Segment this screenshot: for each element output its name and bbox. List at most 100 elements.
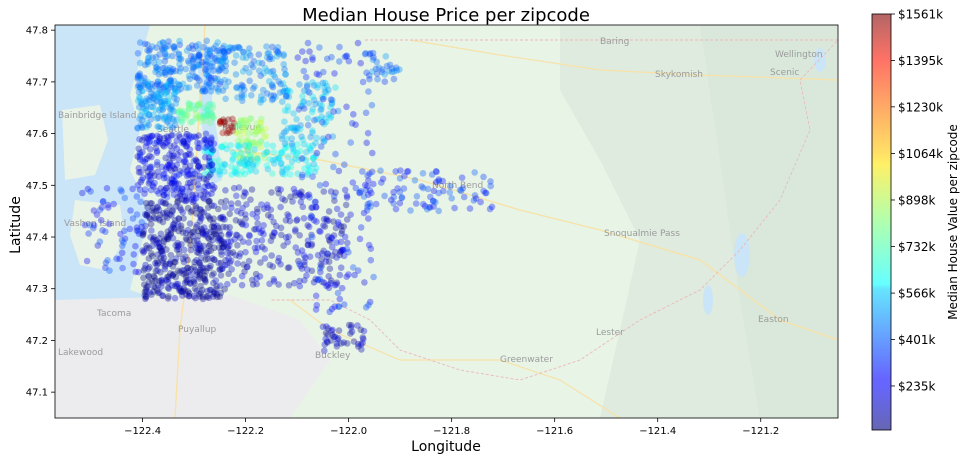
scatter-point bbox=[323, 323, 330, 330]
scatter-point bbox=[446, 189, 454, 196]
scatter-point bbox=[309, 79, 316, 86]
scatter-point bbox=[239, 48, 247, 56]
scatter-point bbox=[191, 73, 199, 80]
scatter-point bbox=[239, 126, 247, 133]
scatter-point bbox=[271, 73, 279, 81]
scatter-point bbox=[396, 175, 404, 182]
scatter-point bbox=[242, 189, 249, 197]
scatter-point bbox=[134, 97, 142, 105]
scatter-point bbox=[138, 123, 146, 130]
scatter-point bbox=[147, 200, 154, 207]
scatter-point bbox=[357, 341, 365, 348]
scatter-point bbox=[155, 173, 162, 180]
scatter-point bbox=[185, 44, 193, 52]
scatter-point bbox=[268, 232, 276, 239]
scatter-point bbox=[143, 283, 150, 291]
scatter-point bbox=[298, 265, 306, 272]
scatter-point bbox=[270, 149, 278, 156]
scatter-point bbox=[183, 196, 190, 204]
scatter-point bbox=[176, 285, 183, 293]
scatter-point bbox=[189, 198, 197, 206]
scatter-point bbox=[334, 107, 342, 115]
scatter-point bbox=[209, 101, 216, 108]
scatter-point bbox=[263, 201, 271, 209]
scatter-point bbox=[305, 169, 312, 176]
scatter-point bbox=[193, 256, 200, 264]
scatter-point bbox=[368, 189, 375, 197]
scatter-point bbox=[221, 76, 228, 84]
scatter-point bbox=[156, 95, 163, 102]
scatter-point bbox=[195, 163, 202, 170]
scatter-point bbox=[200, 264, 207, 272]
scatter-point bbox=[233, 84, 240, 92]
scatter-point bbox=[118, 249, 126, 257]
scatter-point bbox=[199, 87, 206, 95]
scatter-point bbox=[181, 287, 189, 294]
scatter-point bbox=[188, 118, 196, 126]
scatter-point bbox=[129, 215, 137, 222]
scatter-point bbox=[203, 137, 210, 144]
scatter-point bbox=[206, 163, 213, 170]
scatter-point bbox=[179, 80, 187, 88]
scatter-point bbox=[198, 228, 206, 236]
scatter-point bbox=[314, 276, 322, 284]
scatter-point bbox=[208, 52, 215, 60]
scatter-point bbox=[254, 244, 262, 251]
scatter-point bbox=[362, 186, 370, 194]
scatter-point bbox=[230, 184, 238, 192]
scatter-point bbox=[246, 69, 253, 76]
scatter-point bbox=[188, 207, 196, 214]
scatter-point bbox=[219, 87, 227, 94]
scatter-point bbox=[155, 123, 163, 131]
scatter-point bbox=[241, 170, 249, 178]
scatter-point bbox=[219, 215, 227, 223]
scatter-point bbox=[357, 187, 365, 195]
scatter-point bbox=[232, 52, 240, 59]
scatter-point bbox=[169, 68, 176, 75]
scatter-point bbox=[275, 254, 283, 262]
scatter-point bbox=[338, 284, 346, 292]
scatter-point bbox=[243, 124, 250, 132]
scatter-point bbox=[228, 204, 235, 212]
scatter-point bbox=[144, 58, 151, 66]
scatter-point bbox=[174, 199, 181, 206]
scatter-point bbox=[356, 189, 363, 196]
colorbar: $235k$401k$566k$732k$898k$1064k$1230k$13… bbox=[871, 8, 960, 431]
scatter-point bbox=[193, 167, 201, 174]
scatter-point bbox=[309, 173, 316, 180]
scatter-point bbox=[299, 99, 307, 106]
scatter-point bbox=[321, 88, 329, 95]
scatter-point bbox=[268, 96, 276, 104]
scatter-point bbox=[312, 164, 320, 172]
scatter-point bbox=[253, 205, 261, 213]
scatter-point bbox=[177, 206, 185, 214]
scatter-point bbox=[330, 163, 337, 171]
scatter-point bbox=[234, 137, 242, 145]
scatter-point bbox=[217, 236, 224, 244]
scatter-point bbox=[387, 196, 395, 204]
scatter-point bbox=[195, 52, 202, 60]
scatter-point bbox=[249, 210, 256, 218]
scatter-point bbox=[217, 214, 225, 221]
scatter-point bbox=[258, 201, 265, 208]
scatter-point bbox=[173, 161, 181, 169]
scatter-point bbox=[308, 233, 316, 241]
scatter-point bbox=[150, 59, 158, 67]
scatter-point bbox=[291, 189, 299, 196]
scatter-point bbox=[299, 171, 306, 179]
scatter-point bbox=[344, 239, 351, 247]
scatter-point bbox=[245, 141, 253, 148]
scatter-point bbox=[231, 59, 238, 66]
scatter-point bbox=[103, 185, 111, 192]
scatter-point bbox=[350, 338, 358, 345]
scatter-point bbox=[351, 271, 358, 279]
scatter-point bbox=[204, 58, 212, 66]
scatter-point bbox=[379, 175, 387, 183]
scatter-point bbox=[159, 188, 166, 196]
scatter-point bbox=[230, 276, 238, 284]
scatter-point bbox=[142, 107, 150, 115]
scatter-point bbox=[221, 240, 228, 247]
scatter-point bbox=[365, 215, 372, 222]
scatter-point bbox=[194, 74, 201, 82]
y-tick-label: 47.3 bbox=[26, 284, 48, 295]
